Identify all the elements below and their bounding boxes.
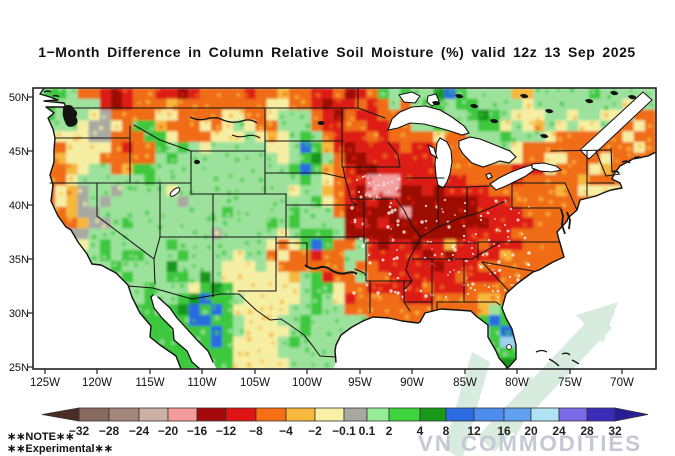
svg-text:28: 28 bbox=[580, 424, 594, 438]
svg-text:−16: −16 bbox=[187, 424, 208, 438]
svg-text:−28: −28 bbox=[99, 424, 120, 438]
svg-text:45N: 45N bbox=[9, 146, 29, 158]
svg-text:1−Month Difference in Column R: 1−Month Difference in Column Relative So… bbox=[38, 44, 636, 60]
svg-text:25N: 25N bbox=[9, 362, 29, 374]
svg-text:35N: 35N bbox=[9, 254, 29, 266]
svg-text:32: 32 bbox=[608, 424, 622, 438]
svg-text:−0.1: −0.1 bbox=[332, 424, 356, 438]
svg-text:40N: 40N bbox=[9, 200, 29, 212]
svg-text:95W: 95W bbox=[348, 377, 372, 389]
svg-text:30N: 30N bbox=[9, 308, 29, 320]
svg-text:100W: 100W bbox=[292, 377, 322, 389]
svg-text:85W: 85W bbox=[453, 377, 477, 389]
svg-text:115W: 115W bbox=[135, 377, 164, 389]
svg-text:125W: 125W bbox=[30, 377, 60, 389]
svg-text:∗∗Experimental∗∗: ∗∗Experimental∗∗ bbox=[7, 443, 113, 455]
svg-text:−20: −20 bbox=[158, 424, 179, 438]
svg-text:VN COMMODITIES: VN COMMODITIES bbox=[418, 431, 642, 456]
svg-text:50N: 50N bbox=[9, 92, 29, 104]
svg-text:120W: 120W bbox=[82, 377, 112, 389]
svg-text:∗∗NOTE∗∗: ∗∗NOTE∗∗ bbox=[7, 431, 74, 443]
svg-text:24: 24 bbox=[552, 424, 566, 438]
svg-text:75W: 75W bbox=[558, 377, 582, 389]
svg-text:−12: −12 bbox=[216, 424, 237, 438]
svg-text:−32: −32 bbox=[69, 424, 90, 438]
svg-text:16: 16 bbox=[497, 424, 511, 438]
svg-text:70W: 70W bbox=[610, 377, 634, 389]
svg-text:−24: −24 bbox=[129, 424, 150, 438]
svg-text:20: 20 bbox=[524, 424, 538, 438]
svg-text:4: 4 bbox=[417, 424, 424, 438]
svg-text:12: 12 bbox=[467, 424, 481, 438]
svg-text:−2: −2 bbox=[308, 424, 322, 438]
svg-text:90W: 90W bbox=[400, 377, 424, 389]
svg-text:105W: 105W bbox=[240, 377, 270, 389]
svg-text:−8: −8 bbox=[249, 424, 263, 438]
svg-text:−4: −4 bbox=[279, 424, 293, 438]
svg-text:80W: 80W bbox=[505, 377, 529, 389]
svg-text:2: 2 bbox=[386, 424, 393, 438]
svg-text:0.1: 0.1 bbox=[359, 424, 376, 438]
svg-text:110W: 110W bbox=[187, 377, 216, 389]
svg-text:8: 8 bbox=[443, 424, 450, 438]
